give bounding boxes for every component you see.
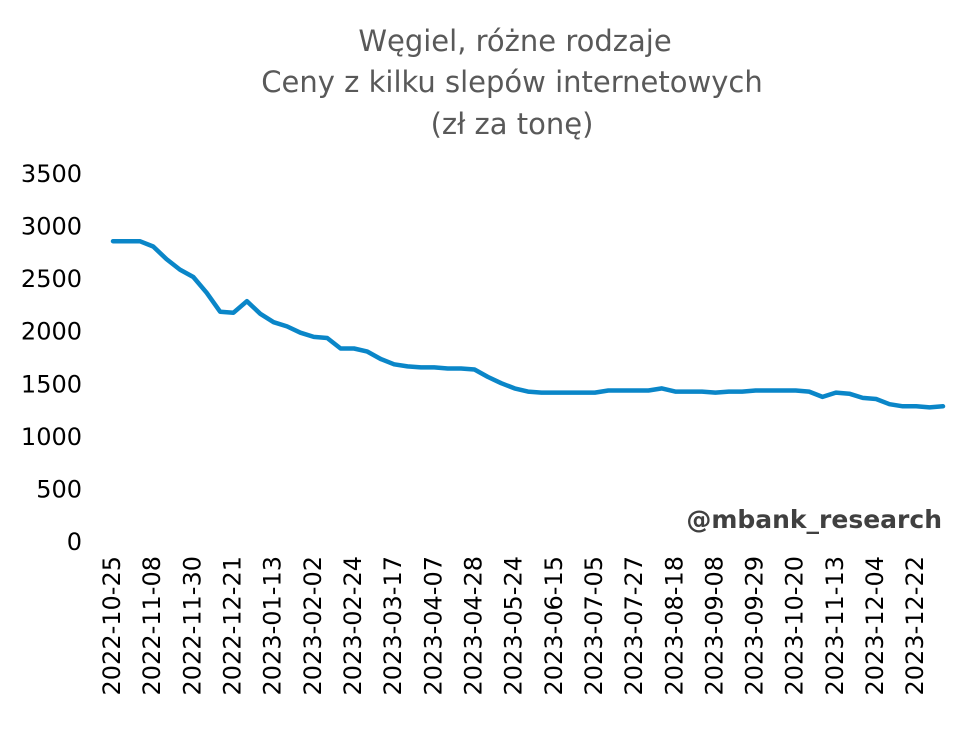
y-tick-label: 1000 (21, 423, 82, 451)
y-tick-label: 2500 (21, 265, 82, 293)
x-tick-label: 2023-03-17 (379, 556, 407, 695)
line (110, 238, 946, 410)
x-tick-label: 2023-01-13 (259, 556, 287, 695)
y-tick-label: 1500 (21, 370, 82, 398)
x-tick-label: 2023-09-08 (700, 556, 728, 695)
x-tick-label: 2023-10-20 (781, 556, 809, 695)
chart-unit: (zł za tonę) (431, 107, 594, 141)
y-tick-label: 3000 (21, 213, 82, 241)
y-tick-label: 500 (36, 475, 82, 503)
x-tick-label: 2023-02-24 (339, 556, 367, 695)
x-tick-label: 2022-12-21 (218, 556, 246, 695)
x-tick-label: 2023-12-04 (861, 556, 889, 695)
chart-subtitle: Ceny z kilku slepów internetowych (261, 65, 762, 99)
y-tick-label: 3500 (21, 160, 82, 188)
x-tick-label: 2023-09-29 (741, 556, 769, 695)
x-tick-label: 2023-05-24 (500, 556, 528, 695)
watermark: @mbank_research (686, 505, 942, 534)
x-tick-label: 2022-10-25 (98, 556, 126, 695)
x-tick-label: 2023-08-18 (660, 556, 688, 695)
x-tick-label: 2023-12-22 (901, 556, 929, 695)
x-tick-label: 2023-11-13 (821, 556, 849, 695)
x-tick-label: 2023-04-28 (459, 556, 487, 695)
x-tick-label: 2023-02-02 (299, 556, 327, 695)
x-tick-label: 2022-11-08 (138, 556, 166, 695)
y-tick-label: 0 (67, 528, 82, 556)
x-tick-label: 2023-07-27 (620, 556, 648, 695)
y-tick-label: 2000 (21, 318, 82, 346)
x-tick-label: 2023-07-05 (580, 556, 608, 695)
x-tick-label: 2023-06-15 (540, 556, 568, 695)
x-tick-label: 2022-11-30 (178, 556, 206, 695)
x-tick-label: 2023-04-07 (419, 556, 447, 695)
chart-title: Węgiel, różne rodzaje (358, 24, 671, 58)
